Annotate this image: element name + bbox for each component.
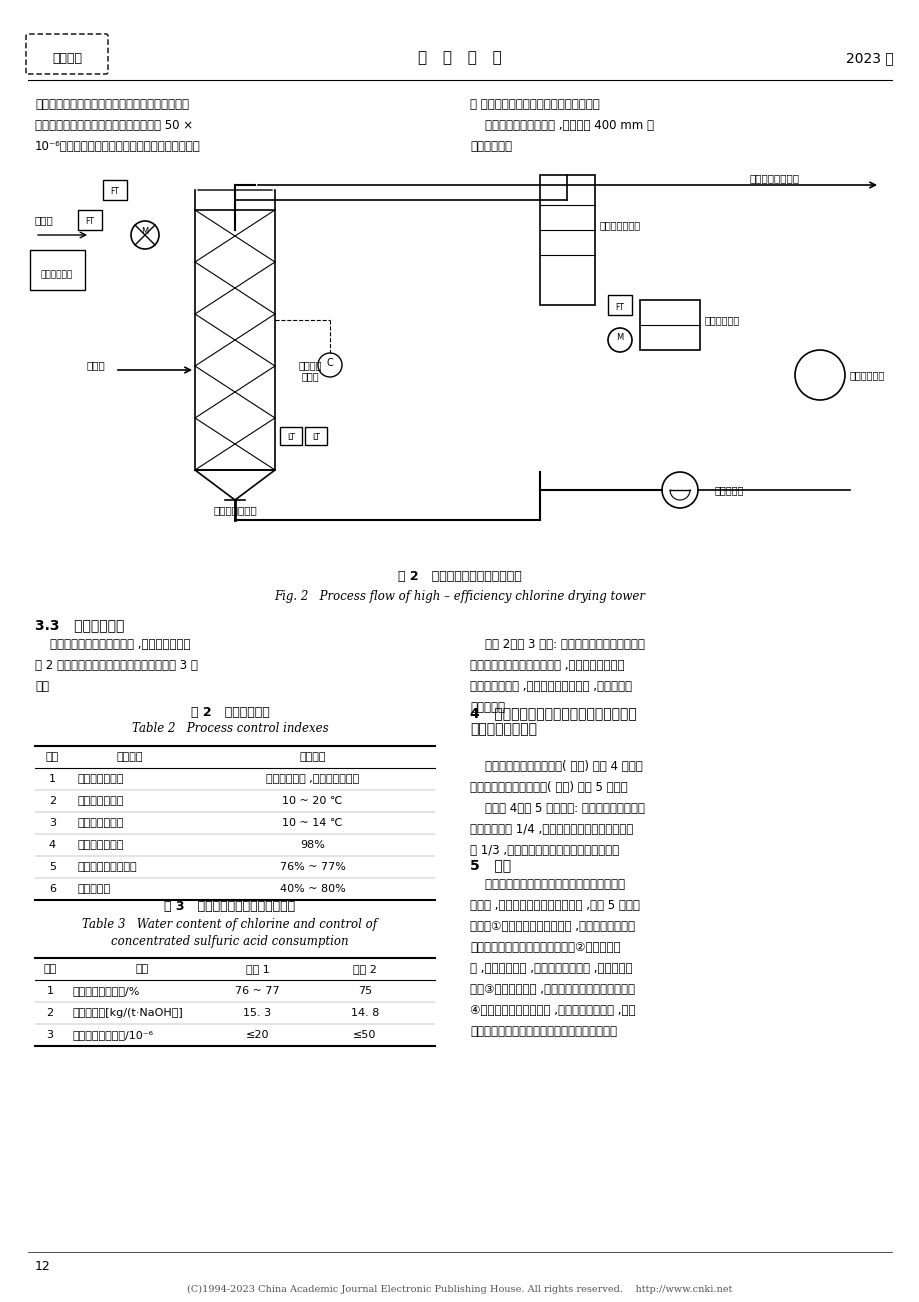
Text: 1: 1 (49, 773, 56, 784)
Text: 10 ~ 20 ℃: 10 ~ 20 ℃ (282, 796, 342, 806)
Text: 进塔浓硫酸流量: 进塔浓硫酸流量 (78, 773, 124, 784)
Text: Fig. 2   Process flow of high – efficiency chlorine drying tower: Fig. 2 Process flow of high – efficiency… (274, 590, 645, 603)
Text: 浓硫酸质量分数: 浓硫酸质量分数 (78, 840, 124, 850)
Text: 进塔浓硫酸温度: 进塔浓硫酸温度 (78, 796, 124, 806)
Text: 浓硫酸冷却器: 浓硫酸冷却器 (40, 271, 73, 280)
Text: M: M (142, 228, 149, 237)
Text: concentrated sulfuric acid consumption: concentrated sulfuric acid consumption (111, 935, 348, 948)
Text: 5: 5 (49, 862, 56, 872)
Text: 高效氯气干燥塔在离子膜烧碱氯气干燥系统中
的应用 ,与原三塔流程干燥工艺相比 ,具有 5 方面的
优势。①极大地降低了设备投资 ,减少了维护费用，
降低了厂房占: 高效氯气干燥塔在离子膜烧碱氯气干燥系统中 的应用 ,与原三塔流程干燥工艺相比 ,… (470, 878, 640, 1038)
Text: 76% ~ 77%: 76% ~ 77% (279, 862, 345, 872)
Bar (30, 250, 85, 290)
Text: 指标名称: 指标名称 (117, 753, 143, 762)
Text: 稀硫酸换热器: 稀硫酸换热器 (704, 315, 740, 326)
Text: 15. 3: 15. 3 (244, 1008, 271, 1018)
Text: LT: LT (287, 432, 295, 441)
Text: 氯氢处理: 氯氢处理 (52, 52, 82, 65)
Text: 图 2   高效氯气干燥塔工艺流程图: 图 2 高效氯气干燥塔工艺流程图 (398, 570, 521, 583)
Text: 40% ~ 80%: 40% ~ 80% (279, 884, 345, 894)
Text: 4: 4 (49, 840, 56, 850)
Text: 氯气酸雾捕集器: 氯气酸雾捕集器 (599, 220, 641, 230)
Text: M: M (616, 333, 623, 342)
Text: 2: 2 (49, 796, 56, 806)
Text: 氯气含水质量分数/10⁻⁶: 氯气含水质量分数/10⁻⁶ (73, 1030, 153, 1040)
Text: 表 3   氯气含水量与浓硫酸消耗控制: 表 3 氯气含水量与浓硫酸消耗控制 (165, 900, 295, 913)
Text: 75: 75 (357, 986, 371, 996)
Text: 出塔稀硫酸质量分数: 出塔稀硫酸质量分数 (78, 862, 138, 872)
Text: ≤20: ≤20 (245, 1030, 269, 1040)
Text: 改造前三塔流程动静设备( 双线) 如表 4 所示。
改造后单塔流程动静设备( 双线) 如表 5 所示。
    通过表 4、表 5 对比可知: 单塔流程设备数量: 改造前三塔流程动静设备( 双线) 如表 4 所示。 改造后单塔流程动静设备( 双… (470, 760, 644, 857)
Text: LT: LT (312, 432, 320, 441)
Text: 热量通过循环管路上的稀硫酸冷却器移除。经高效
氯气干燥塔脱水后的氯气含水质量分数在 50 ×
10⁻⁶以下。氯气干燥塔后得到的干氯气用氯压机加: 热量通过循环管路上的稀硫酸冷却器移除。经高效 氯气干燥塔脱水后的氯气含水质量分数… (35, 98, 200, 154)
Text: (C)1994-2023 China Academic Journal Electronic Publishing House. All rights rese: (C)1994-2023 China Academic Journal Elec… (187, 1285, 732, 1294)
Text: 序号: 序号 (43, 963, 57, 974)
Text: 3.3   工艺控制指标: 3.3 工艺控制指标 (35, 618, 124, 631)
Text: 高效氯气干燥塔: 高效氯气干燥塔 (213, 505, 256, 516)
Text: 控制范围: 控制范围 (299, 753, 325, 762)
Text: 循环稀硫酸温度: 循环稀硫酸温度 (78, 818, 124, 828)
Text: 根据负荷用量 ,调整计量泵输出: 根据负荷用量 ,调整计量泵输出 (266, 773, 358, 784)
Text: 项目: 项目 (136, 963, 149, 974)
Text: 12: 12 (35, 1260, 51, 1273)
FancyBboxPatch shape (26, 34, 108, 74)
Text: 序号: 序号 (46, 753, 59, 762)
Text: 压 经氯气分配台送到后工段加工或使用。
    为进一步捕集硫酸酸雾 ,塔顶设有 400 mm 高
度的填料段。: 压 经氯气分配台送到后工段加工或使用。 为进一步捕集硫酸酸雾 ,塔顶设有 400… (470, 98, 653, 154)
Text: 表 2   工艺控制指标: 表 2 工艺控制指标 (190, 706, 269, 719)
Bar (78, 210, 102, 230)
Text: 浓硫酸: 浓硫酸 (35, 215, 53, 225)
Text: 76 ~ 77: 76 ~ 77 (235, 986, 279, 996)
Text: 2023 年: 2023 年 (845, 51, 893, 65)
Text: 6: 6 (49, 884, 56, 894)
Text: 98%: 98% (300, 840, 324, 850)
Text: ≤50: ≤50 (353, 1030, 376, 1040)
Text: 4   高效氯气干燥流程与三塔氯气干燥流程
运行动静设备对比: 4 高效氯气干燥流程与三塔氯气干燥流程 运行动静设备对比 (470, 706, 636, 736)
Text: C: C (326, 358, 333, 368)
Text: 稀酸控制质量分数/%: 稀酸控制质量分数/% (73, 986, 141, 996)
Bar (195, 210, 275, 470)
Text: FT: FT (615, 302, 624, 311)
Bar (279, 427, 301, 445)
Text: 技改前后指标一致的前提下 ,工艺控制指标如
表 2 所示。氯气含水与浓硫酸消耗控制如表 3 所
示。: 技改前后指标一致的前提下 ,工艺控制指标如 表 2 所示。氯气含水与浓硫酸消耗控… (35, 638, 198, 693)
Bar (539, 174, 595, 305)
Text: 氯   碱   工   业: 氯 碱 工 业 (417, 51, 502, 65)
Bar (607, 296, 631, 315)
Text: Table 3   Water content of chlorine and control of: Table 3 Water content of chlorine and co… (83, 918, 377, 931)
Bar (640, 299, 699, 350)
Bar (305, 427, 326, 445)
Text: FT: FT (110, 187, 119, 197)
Bar (103, 180, 127, 201)
Text: 稀硫酸去储槽: 稀硫酸去储槽 (849, 370, 884, 380)
Text: 14. 8: 14. 8 (350, 1008, 379, 1018)
Text: 指标 1: 指标 1 (245, 963, 269, 974)
Text: 浓硫酸消耗[kg/(t·NaOH）]: 浓硫酸消耗[kg/(t·NaOH）] (73, 1008, 184, 1018)
Text: 2: 2 (46, 1008, 53, 1018)
Text: FT: FT (85, 217, 95, 227)
Text: 硫酸浓度
分析计: 硫酸浓度 分析计 (298, 359, 322, 381)
Text: 干燥塔液位: 干燥塔液位 (78, 884, 111, 894)
Text: Table 2   Process control indexes: Table 2 Process control indexes (131, 723, 328, 736)
Text: 3: 3 (49, 818, 56, 828)
Text: 由表 2、表 3 可知: 单塔流程控制的工艺指标和
多塔流程基本相同。不同的是 ,单塔流程可以根据
氯气含水的要求 ,通过控制稀硫酸浓度 ,简便灵活的
加以调节: 由表 2、表 3 可知: 单塔流程控制的工艺指标和 多塔流程基本相同。不同的是 … (470, 638, 644, 713)
Text: 5   结语: 5 结语 (470, 858, 511, 872)
Text: 指标 2: 指标 2 (353, 963, 377, 974)
Text: 干燥氯气去氯压机: 干燥氯气去氯压机 (749, 173, 800, 184)
Text: 1: 1 (47, 986, 53, 996)
Text: 湿氯气: 湿氯气 (86, 359, 105, 370)
Text: 10 ~ 14 ℃: 10 ~ 14 ℃ (282, 818, 342, 828)
Text: 硫酸循环泵: 硫酸循环泵 (714, 486, 743, 495)
Text: 3: 3 (47, 1030, 53, 1040)
